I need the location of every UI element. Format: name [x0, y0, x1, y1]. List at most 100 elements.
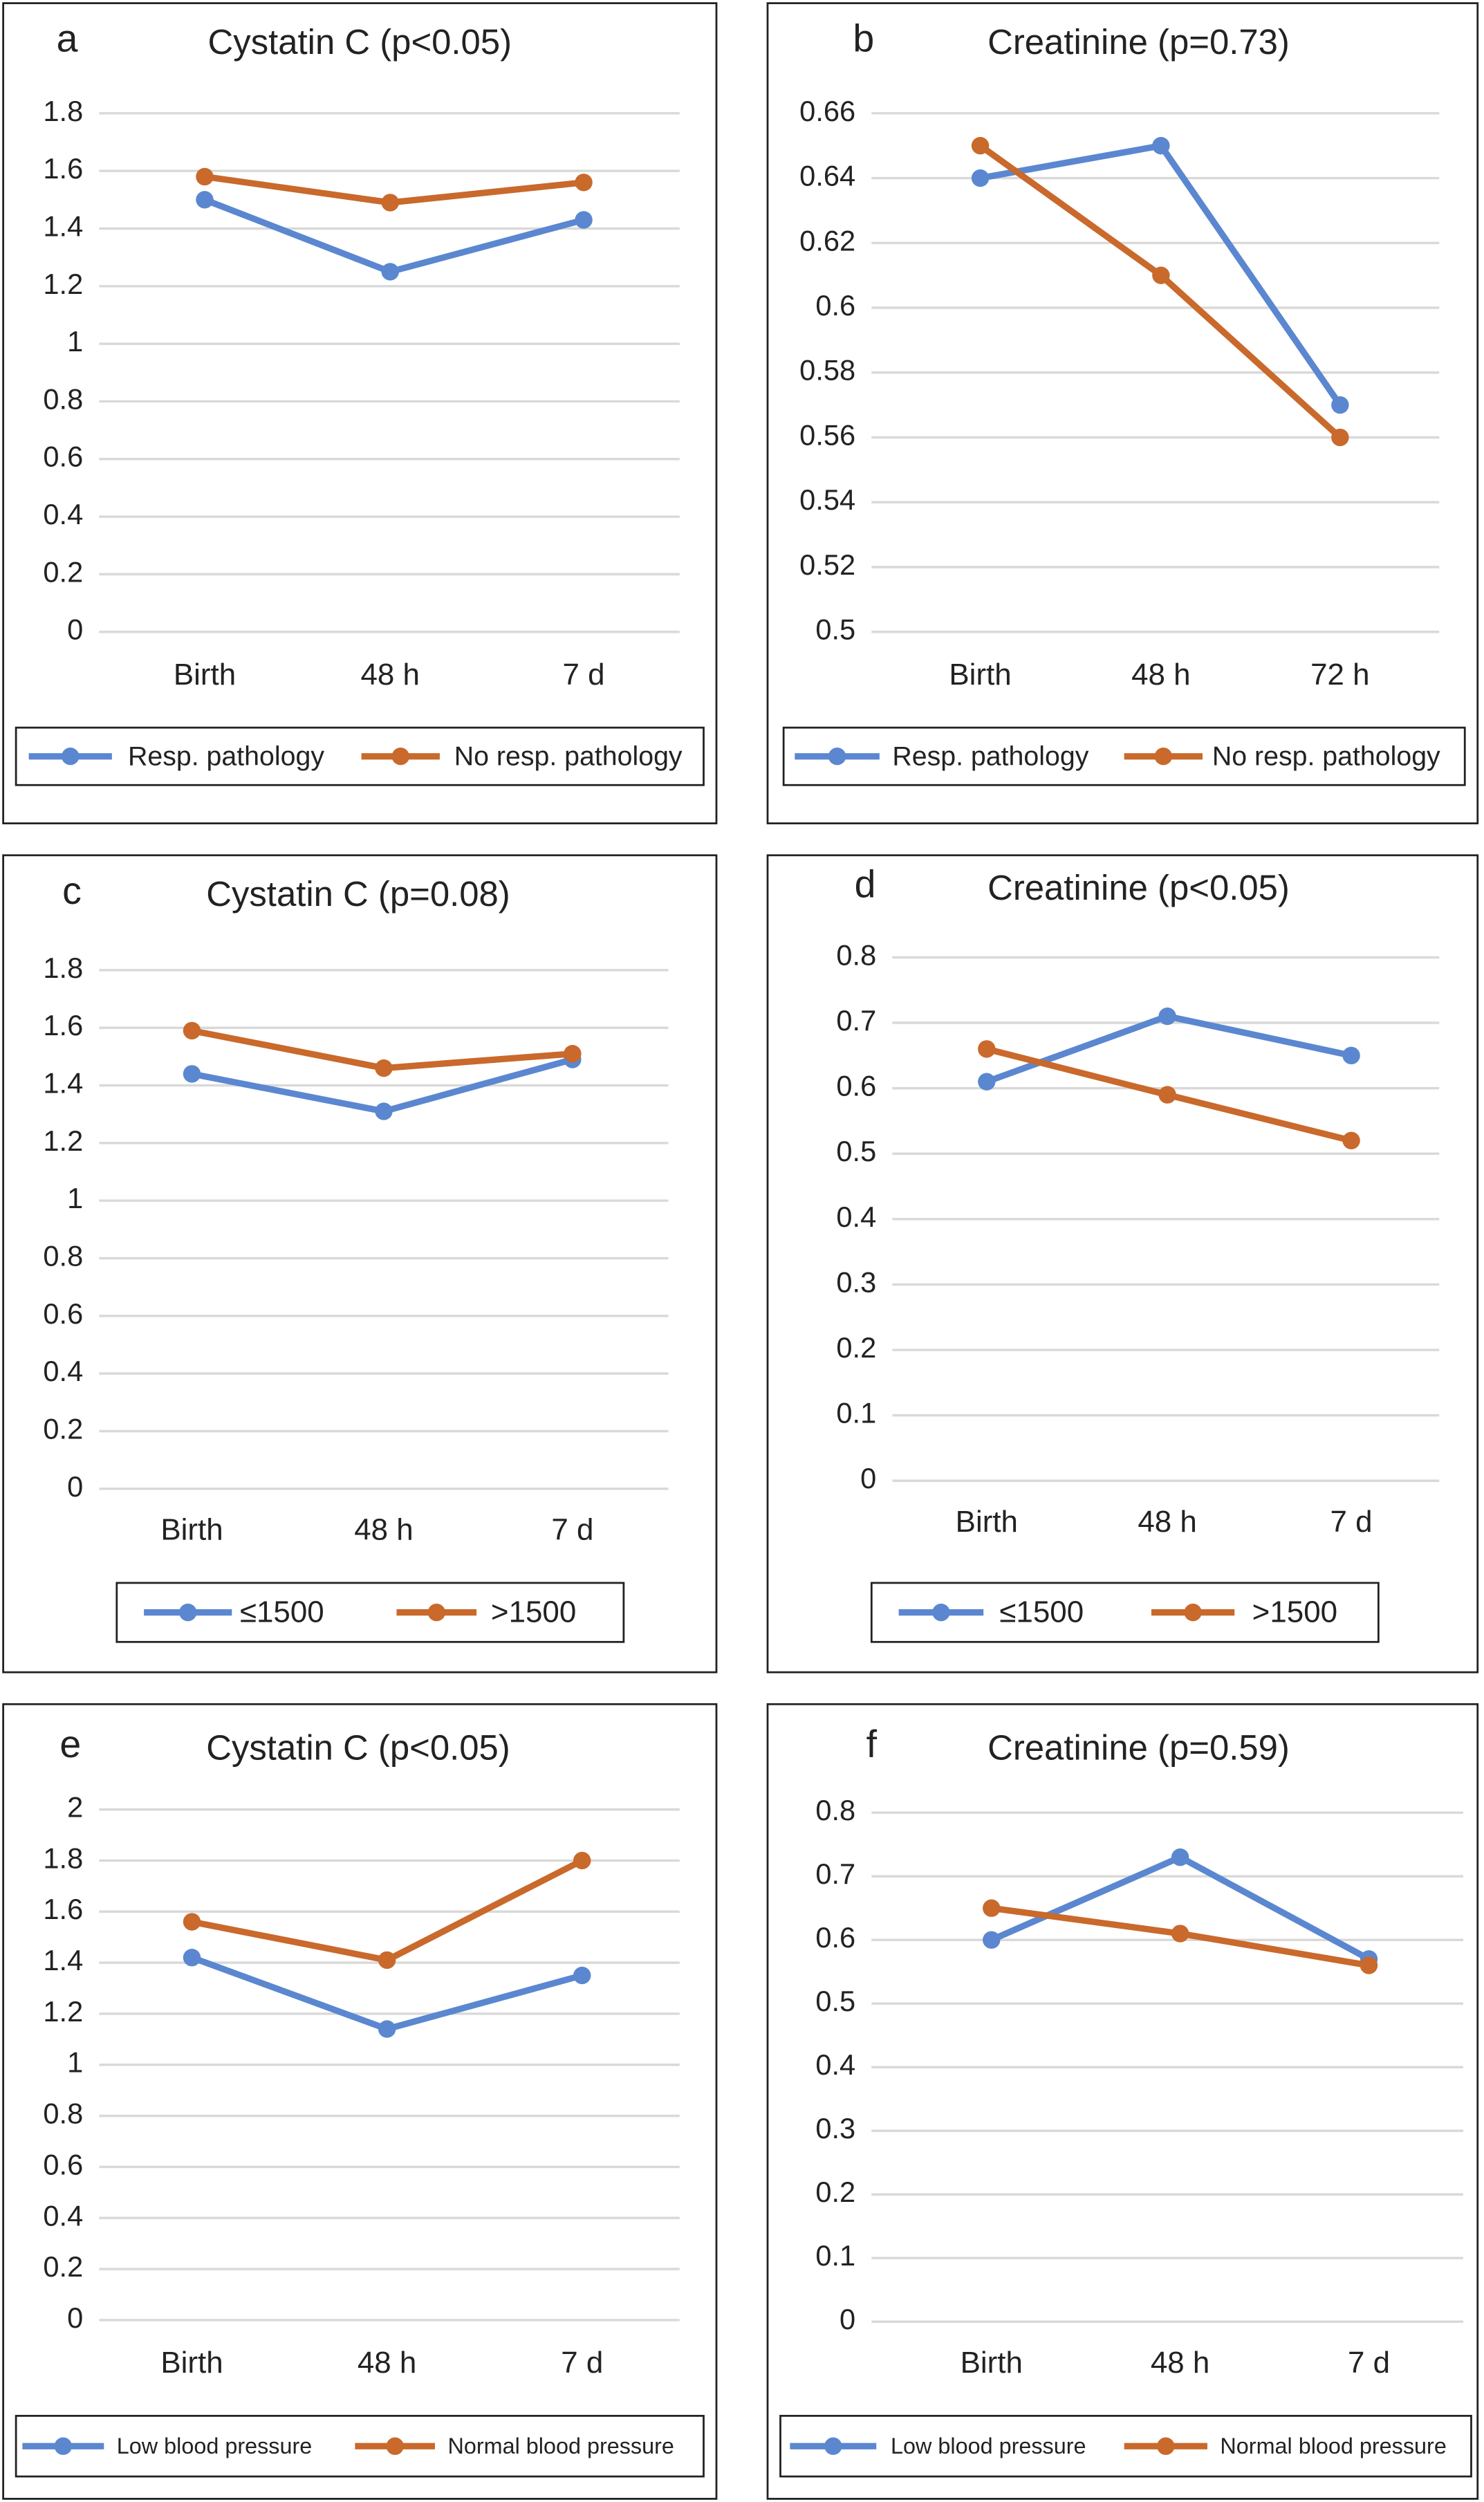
chart-title: Creatinine (p<0.05) [987, 868, 1290, 907]
legend-label: Resp. pathology [128, 741, 324, 771]
y-tick-label: 0.66 [799, 95, 855, 127]
data-point [978, 1040, 996, 1058]
legend-box [15, 2415, 705, 2478]
legend-box [115, 1582, 625, 1643]
x-tick-label: 48 h [360, 658, 420, 692]
x-tick-label: Birth [174, 658, 236, 692]
panel-frame [2, 854, 718, 1674]
y-tick-label: 0.8 [43, 1240, 83, 1272]
y-tick-label: 0.2 [43, 1412, 83, 1445]
y-tick-label: 0.3 [836, 1266, 876, 1298]
y-tick-label: 1.6 [43, 152, 83, 185]
y-tick-label: 0.64 [799, 160, 855, 192]
data-point [196, 191, 214, 209]
legend-marker [427, 1603, 446, 1622]
data-point [564, 1045, 582, 1063]
data-point [575, 211, 593, 229]
series-line [978, 142, 1342, 440]
x-tick-label: Birth [160, 1513, 223, 1547]
panel-frame [766, 2, 1479, 825]
y-tick-label: 0.6 [836, 1070, 876, 1102]
data-point [1158, 1086, 1176, 1104]
y-tick-label: 1.4 [43, 1067, 83, 1100]
legend-marker [824, 2437, 842, 2455]
y-tick-label: 0 [860, 1462, 876, 1494]
series-line [990, 1853, 1371, 1962]
data-point [1360, 1956, 1378, 1974]
x-tick-label: 48 h [1151, 2346, 1210, 2380]
legend-marker [62, 748, 80, 766]
y-tick-label: 0.6 [43, 441, 83, 473]
x-tick-label: Birth [949, 658, 1011, 692]
data-point [1171, 1848, 1189, 1866]
y-tick-label: 0.5 [836, 1135, 876, 1167]
panel-label: b [853, 17, 874, 60]
chart-title: Creatinine (p=0.73) [987, 22, 1290, 62]
x-tick-label: Birth [956, 1505, 1018, 1539]
panel-frame [2, 2, 718, 825]
series-line [191, 1857, 584, 1964]
panel-label: d [855, 863, 876, 906]
data-point [978, 1073, 996, 1091]
legend-marker [1157, 2437, 1175, 2455]
x-tick-label: 7 d [563, 658, 605, 692]
x-tick-label: 48 h [354, 1513, 414, 1547]
y-tick-label: 0.3 [815, 2112, 855, 2144]
legend-label: Normal blood pressure [1220, 2434, 1446, 2458]
data-point [1158, 1007, 1176, 1026]
panel-frame [766, 854, 1479, 1674]
y-tick-label: 0.1 [836, 1397, 876, 1429]
legend-label: Resp. pathology [892, 741, 1088, 771]
panel-label: c [62, 869, 82, 912]
y-tick-label: 1.4 [43, 1944, 83, 1976]
legend-marker [828, 748, 846, 766]
legend-label: Low blood pressure [891, 2434, 1086, 2458]
y-tick-label: 0.4 [836, 1201, 876, 1233]
y-tick-label: 0 [67, 2301, 83, 2334]
legend-box [870, 1582, 1380, 1643]
data-point [183, 1949, 201, 1967]
legend-label: ≤1500 [999, 1595, 1084, 1629]
y-tick-label: 0.52 [799, 548, 855, 581]
y-tick-label: 1 [67, 1182, 83, 1214]
y-tick-label: 0 [67, 1470, 83, 1503]
y-tick-label: 1.6 [43, 1893, 83, 1925]
x-tick-label: Birth [961, 2346, 1023, 2380]
x-tick-label: Birth [160, 2346, 223, 2380]
panel-label: f [866, 1723, 878, 1766]
legend-label: Low blood pressure [117, 2434, 312, 2458]
data-point [575, 174, 593, 192]
y-tick-label: 0.2 [43, 2250, 83, 2283]
data-point [971, 169, 990, 187]
y-tick-label: 0 [67, 613, 83, 646]
y-tick-label: 0.7 [815, 1857, 855, 1890]
y-tick-label: 1.6 [43, 1009, 83, 1041]
data-point [971, 137, 990, 155]
legend-box [779, 2415, 1472, 2478]
x-tick-label: 72 h [1310, 658, 1370, 692]
data-point [381, 194, 399, 212]
y-tick-label: 0.62 [799, 224, 855, 257]
y-tick-label: 1.8 [43, 1842, 83, 1874]
data-point [1342, 1046, 1360, 1065]
y-tick-label: 2 [67, 1791, 83, 1824]
y-tick-label: 0.1 [815, 2239, 855, 2272]
legend-box [782, 726, 1466, 786]
y-tick-label: 0.6 [43, 1297, 83, 1330]
x-tick-label: 48 h [1131, 658, 1191, 692]
data-point [378, 1951, 396, 1970]
y-tick-label: 0.54 [799, 483, 855, 516]
x-tick-label: 48 h [1138, 1505, 1197, 1539]
legend-label: No resp. pathology [1212, 741, 1440, 771]
y-tick-label: 0.4 [43, 1355, 83, 1387]
x-tick-label: 7 d [1330, 1505, 1373, 1539]
y-tick-label: 1 [67, 2046, 83, 2079]
chart-title: Cystatin C (p=0.08) [206, 874, 510, 914]
data-point [983, 1899, 1001, 1917]
legend-marker [391, 748, 409, 766]
legend-label: No resp. pathology [454, 741, 683, 771]
x-tick-label: 7 d [1348, 2346, 1390, 2380]
y-tick-label: 0.2 [43, 555, 83, 588]
data-point [375, 1102, 393, 1120]
